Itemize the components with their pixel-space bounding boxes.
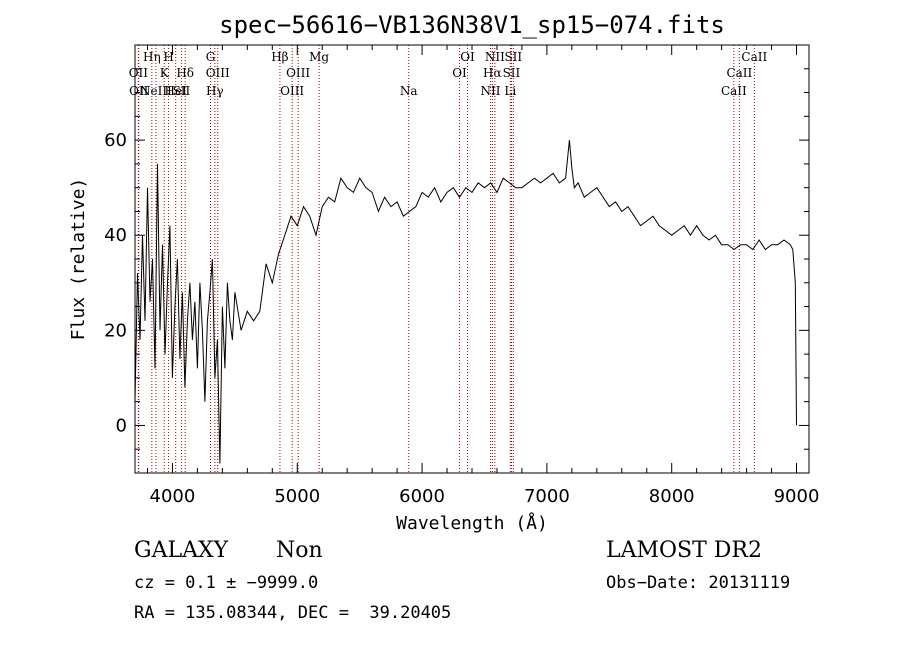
x-axis-label: Wavelength (Å) [396,512,548,534]
line-label: NII [480,84,500,98]
object-class: GALAXY [134,538,229,563]
line-label: OII [129,84,149,98]
line-label: CaII [721,84,747,98]
line-label: Mg [309,50,329,64]
line-label: SII [503,66,521,80]
line-label: NII [485,50,505,64]
y-tick-label: 40 [104,225,127,246]
line-label: Li [504,84,516,98]
x-tick-label: 4000 [150,486,196,507]
y-axis-label: Flux (relative) [68,178,89,341]
line-label: CaII [726,66,752,80]
object-subclass: Non [276,538,323,563]
line-label: OIII [280,84,304,98]
y-tick-label: 0 [116,415,127,436]
line-label: CaII [741,50,767,64]
line-label: H [163,50,173,64]
line-label: SII [173,84,191,98]
spectrum-line [134,140,797,464]
spectral-line-markers: OIIOIIHηNeIIIKHHeIHδSIIGHγOIIIHβOIIIOIII… [129,45,767,473]
line-label: Na [400,84,418,98]
line-label: Hβ [271,50,288,64]
x-tick-label: 7000 [524,486,570,507]
survey-name: LAMOST DR2 [606,538,762,563]
line-label: OI [460,50,475,64]
line-label: Hδ [176,66,194,80]
axis-ticks: 4000 5000 6000 7000 8000 9000 0 20 40 60 [104,45,819,507]
line-label: SII [504,50,522,64]
line-label: Hη [143,50,161,64]
line-label: OIII [206,66,230,80]
line-label: OIII [286,66,310,80]
obs-date: Obs−Date: 20131119 [606,573,791,593]
line-label: Hγ [206,84,224,98]
line-label: K [160,66,170,80]
line-label: OI [452,66,467,80]
x-tick-label: 5000 [274,486,320,507]
x-tick-label: 8000 [649,486,695,507]
chart-title: spec−56616−VB136N38V1_sp15−074.fits [219,11,725,39]
redshift-cz: cz = 0.1 ± −9999.0 [134,573,319,593]
y-tick-label: 60 [104,130,127,151]
x-tick-label: 9000 [774,486,820,507]
ra-dec: RA = 135.08344, DEC = 39.20405 [134,603,452,623]
x-tick-label: 6000 [399,486,445,507]
line-label: Hα [483,66,502,80]
plot-frame [134,44,810,474]
line-label: G [206,50,216,64]
y-tick-label: 20 [104,320,127,341]
